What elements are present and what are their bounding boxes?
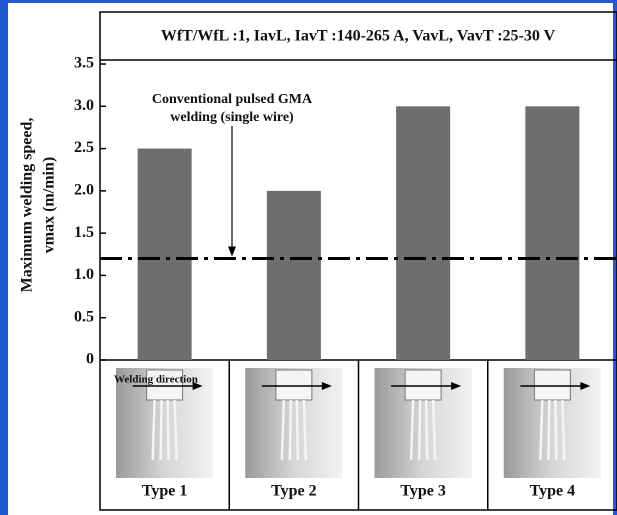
annotation: welding (single wire) bbox=[170, 110, 294, 125]
y-tick-label: 3.5 bbox=[74, 55, 94, 72]
x-tick-label: Type 3 bbox=[400, 483, 445, 500]
y-tick-label: 1.0 bbox=[74, 266, 94, 283]
annotation-arrow-head bbox=[228, 246, 236, 257]
bar bbox=[137, 148, 192, 360]
y-tick-label: 0.5 bbox=[74, 308, 94, 325]
chart-title: WfT/WfL :1, IavL, IavT :140-265 A, VavL,… bbox=[161, 28, 556, 45]
wire bbox=[409, 399, 437, 461]
torch bbox=[275, 369, 313, 401]
y-tick-label: 2.5 bbox=[74, 139, 94, 156]
torch bbox=[146, 369, 184, 401]
annotation: Conventional pulsed GMA bbox=[152, 92, 313, 107]
wire bbox=[539, 399, 566, 461]
bar bbox=[396, 106, 451, 361]
arrow-head bbox=[321, 382, 332, 390]
y-tick-label: 2.0 bbox=[74, 182, 94, 199]
y-tick-label: 3.0 bbox=[74, 97, 94, 114]
arrow-head bbox=[580, 382, 591, 390]
y-axis-label: vmax (m/min) bbox=[41, 157, 58, 253]
torch bbox=[533, 369, 571, 401]
x-tick-label: Type 2 bbox=[271, 483, 316, 500]
y-axis-label: Maximum welding speed, bbox=[19, 118, 36, 293]
bar bbox=[266, 190, 321, 360]
arrow-head bbox=[451, 382, 462, 390]
x-tick-label: Type 4 bbox=[530, 483, 575, 500]
wire bbox=[280, 399, 308, 461]
x-tick-label: Type 1 bbox=[142, 483, 187, 500]
y-tick-label: 1.5 bbox=[74, 224, 94, 241]
arrow-head bbox=[192, 382, 203, 390]
direction-label: Welding direction bbox=[114, 374, 198, 386]
wire bbox=[151, 399, 178, 461]
bar bbox=[525, 106, 580, 361]
y-tick-label: 0 bbox=[86, 351, 94, 368]
torch bbox=[404, 369, 442, 401]
